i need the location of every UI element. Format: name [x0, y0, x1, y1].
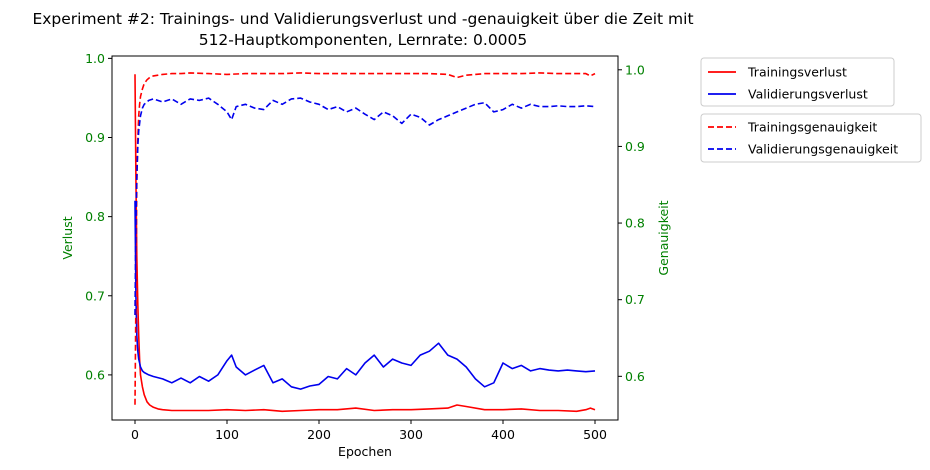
series-line-2: [134, 72, 596, 405]
y-right-tick-label: 1.0: [625, 62, 645, 77]
x-tick-label: 100: [215, 427, 239, 442]
y-right-tick-label: 0.6: [625, 369, 645, 384]
legend-label-trainingsverlust: Trainingsverlust: [747, 65, 847, 80]
chart-title: Experiment #2: Trainings- und Validierun…: [32, 10, 693, 28]
chart-subtitle: 512-Hauptkomponenten, Lernrate: 0.0005: [199, 31, 528, 49]
x-tick-label: 0: [131, 427, 139, 442]
x-tick-label: 400: [491, 427, 515, 442]
y-right-tick-label: 0.8: [625, 216, 645, 231]
legend-label-trainingsgenauigkeit: Trainingsgenauigkeit: [747, 120, 877, 135]
legend-label-validierungsgenauigkeit: Validierungsgenauigkeit: [748, 142, 898, 157]
legend-accuracy-box: [700, 113, 922, 163]
y-right-tick-label: 0.9: [625, 139, 645, 154]
y-axis-label-right: Genauigkeit: [656, 200, 671, 275]
y-axis-right: 0.6 0.7 0.8 0.9 1.0: [618, 62, 645, 384]
x-tick-label: 300: [399, 427, 423, 442]
y-right-tick-label: 0.7: [625, 292, 645, 307]
series-line-3: [134, 97, 596, 316]
y-left-tick-label: 0.7: [85, 288, 105, 303]
legend-label-validierungsverlust: Validierungsverlust: [748, 87, 868, 102]
y-left-tick-label: 1.0: [85, 51, 105, 66]
y-axis-left: 0.6 0.7 0.8 0.9 1.0: [85, 51, 112, 382]
legend-loss-box: [700, 57, 895, 107]
x-axis: 0 100 200 300 400 500: [131, 420, 607, 442]
x-axis-label: Epochen: [338, 444, 392, 459]
y-left-tick-label: 0.9: [85, 130, 105, 145]
legend-loss: Trainingsverlust Validierungsverlust: [700, 57, 895, 107]
series-layer: [134, 72, 596, 413]
y-axis-label-left: Verlust: [60, 216, 75, 259]
x-tick-label: 200: [307, 427, 331, 442]
legend-accuracy: Trainingsgenauigkeit Validierungsgenauig…: [700, 113, 922, 163]
series-line-1: [134, 200, 596, 390]
plot-frame: [111, 55, 619, 421]
series-line-0: [134, 74, 596, 413]
y-left-tick-label: 0.6: [85, 367, 105, 382]
chart-title-group: Experiment #2: Trainings- und Validierun…: [32, 10, 693, 49]
x-tick-label: 500: [583, 427, 607, 442]
y-left-tick-label: 0.8: [85, 209, 105, 224]
